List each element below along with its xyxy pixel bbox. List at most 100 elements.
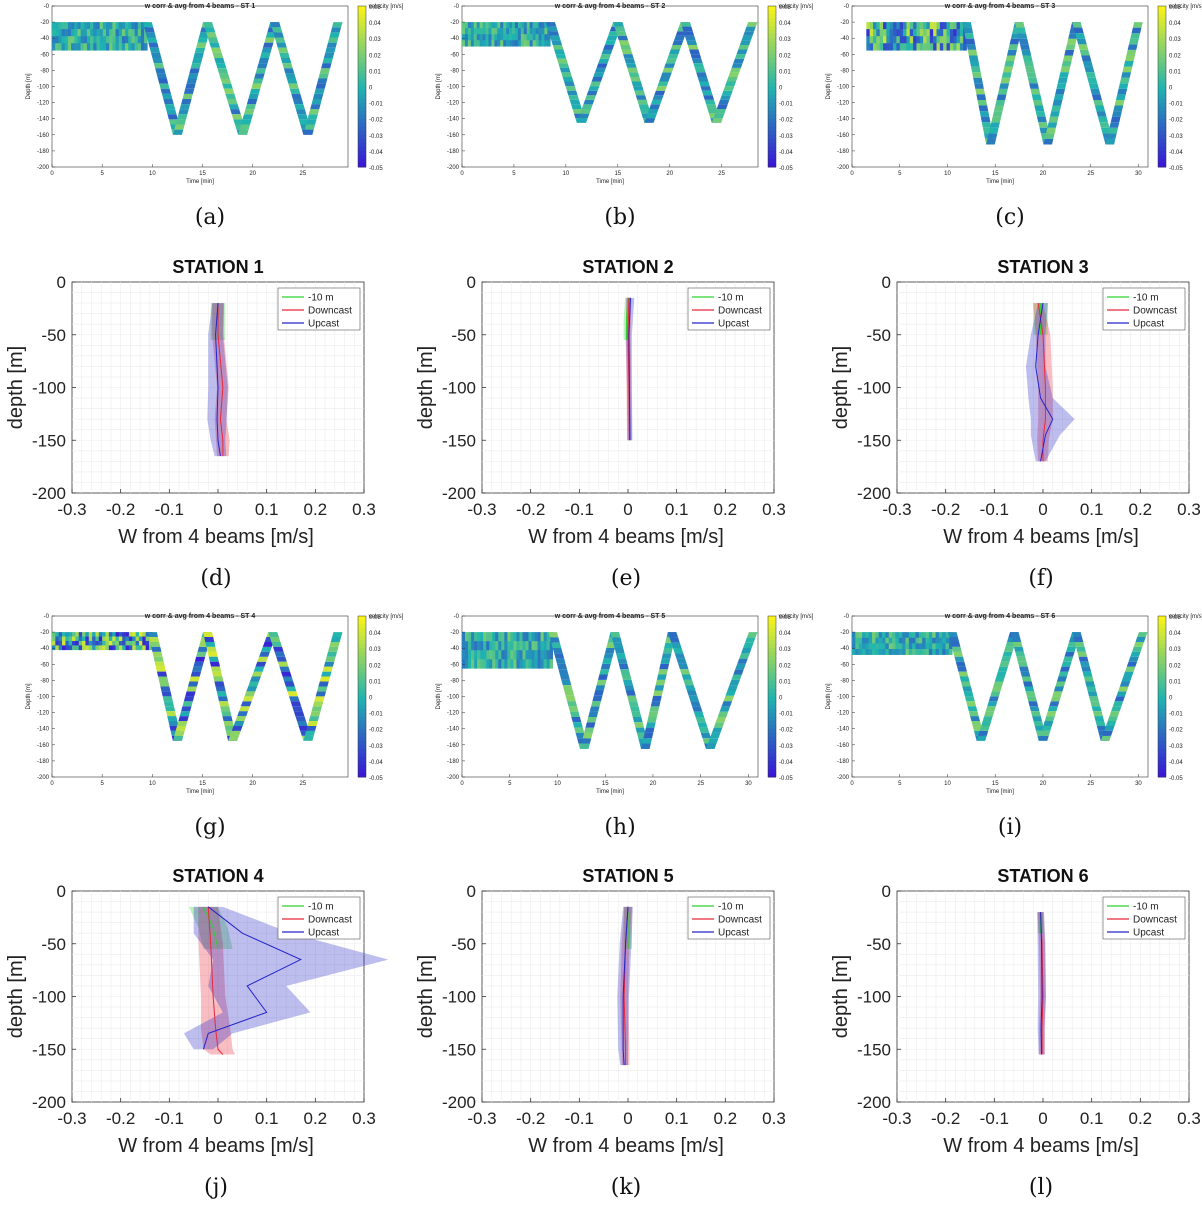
heatmap-cell — [935, 643, 940, 650]
heatmap-cell — [926, 29, 931, 37]
heatmap-cell — [86, 29, 91, 37]
heatmap-band-segment — [628, 72, 640, 77]
heatmap-cell — [112, 43, 116, 51]
heatmap-band-segment — [214, 681, 225, 687]
heatmap-band-segment — [1020, 671, 1031, 677]
heatmap-band-segment — [674, 35, 686, 41]
heatmap-band-segment — [660, 72, 672, 77]
heatmap-band-segment — [248, 681, 260, 687]
heatmap-band-segment — [1044, 133, 1055, 139]
heatmap-band-segment — [599, 54, 611, 59]
heatmap-cell — [128, 29, 132, 37]
heatmap-cell — [128, 636, 133, 642]
heatmap-cell — [488, 22, 492, 29]
heatmap-cell — [132, 636, 136, 642]
heatmap-band-segment — [166, 109, 177, 115]
heatmap-cell — [916, 43, 921, 51]
heatmap-cell — [483, 641, 487, 651]
heatmap-cell — [85, 632, 90, 637]
heatmap-band-segment — [1020, 44, 1030, 50]
heatmap-cell — [546, 641, 550, 651]
heatmap-band-segment — [255, 661, 267, 667]
heatmap-band-segment — [1090, 701, 1101, 707]
profile-xtick-label: 0.1 — [665, 500, 689, 519]
heatmap-cell — [78, 640, 83, 646]
profile-xtick-label: -0.1 — [980, 500, 1009, 519]
profile-xtick-label: -0.3 — [882, 1109, 911, 1128]
colorbar-segment — [1158, 708, 1166, 714]
heatmap-cell — [865, 643, 870, 650]
heatmap-band-segment — [635, 727, 646, 733]
heatmap-band-segment — [273, 646, 284, 652]
legend-entry: Downcast — [718, 915, 762, 926]
heatmap-xlabel: Time [min] — [596, 179, 624, 185]
colorbar-label: velocity [m/s] — [369, 614, 404, 620]
heatmap-band-segment — [679, 669, 691, 675]
colorbar-segment — [768, 10, 776, 15]
heatmap-band-segment — [606, 35, 618, 41]
colorbar-segment — [1158, 660, 1166, 665]
heatmap-band-segment — [650, 99, 662, 105]
heatmap-band-segment — [660, 658, 671, 664]
heatmap-band-segment — [332, 632, 343, 638]
heatmap-cell — [474, 641, 478, 651]
colorbar-tick-label: -0.04 — [1169, 150, 1183, 156]
heatmap-cell — [885, 632, 890, 639]
heatmap-cell — [868, 637, 873, 644]
heatmap-cell — [509, 28, 513, 35]
heatmap-band-segment — [315, 83, 327, 89]
heatmap-cell — [72, 645, 76, 651]
heatmap-cell — [98, 645, 103, 651]
heatmap-band-segment — [963, 691, 974, 697]
heatmap-band-segment — [733, 669, 744, 675]
heatmap-band-segment — [631, 81, 643, 87]
legend-entry: Upcast — [1133, 319, 1164, 330]
heatmap-band-segment — [1130, 651, 1141, 657]
colorbar-tick-label: -0.04 — [779, 760, 793, 766]
heatmap-cell — [526, 28, 530, 35]
heatmap-cell — [895, 643, 900, 650]
colorbar-segment — [358, 668, 366, 673]
profile-ytick-label: -100 — [442, 988, 476, 1007]
legend-entry: Downcast — [308, 306, 352, 317]
heatmap-cell — [896, 43, 901, 51]
heatmap-band-segment — [631, 711, 642, 717]
heatmap-cell — [102, 645, 106, 651]
heatmap-cell — [480, 650, 484, 660]
heatmap-band-segment — [241, 119, 252, 125]
heatmap-cell — [105, 645, 110, 651]
colorbar-segment — [768, 114, 776, 120]
heatmap-band-segment — [1137, 632, 1148, 638]
heatmap-cell — [500, 34, 504, 41]
profile-xtick-label: 0.1 — [255, 1109, 279, 1128]
heatmap-band-segment — [303, 129, 314, 135]
heatmap-cell — [922, 632, 926, 639]
heatmap-band-segment — [704, 99, 716, 105]
colorbar-segment — [1158, 50, 1166, 55]
heatmap-cell — [918, 637, 923, 644]
heatmap-cell — [933, 22, 937, 30]
heatmap-cell — [537, 650, 541, 660]
profile-xtick-label: -0.1 — [155, 1109, 184, 1128]
heatmap-cell — [112, 22, 116, 30]
colorbar-segment — [768, 764, 776, 770]
heatmap-cell — [541, 40, 545, 47]
colorbar-tick-label: -0.05 — [1169, 166, 1183, 172]
heatmap-band-segment — [274, 651, 286, 657]
heatmap-band-segment — [620, 44, 631, 50]
heatmap-band-segment — [1112, 701, 1124, 707]
heatmap-ytick-label: -180 — [837, 759, 850, 765]
heatmap-band-segment — [1078, 656, 1089, 662]
heatmap-cell — [108, 632, 113, 637]
profile-panel: -0.3 -0.2 -0.1 0 0.1 0.2 0.30-50-100-150-200ST… — [830, 866, 1201, 1200]
heatmap-cell — [486, 641, 490, 651]
heatmap-band-segment — [625, 63, 637, 68]
heatmap-band-segment — [145, 32, 156, 38]
colorbar-segment — [768, 54, 776, 59]
heatmap-cell — [544, 22, 548, 29]
heatmap-band-segment — [1012, 641, 1023, 647]
heatmap-ytick-label: -160 — [447, 743, 460, 749]
heatmap-cell — [942, 643, 946, 650]
heatmap-cell — [517, 34, 522, 41]
heatmap-band-segment — [621, 49, 633, 55]
